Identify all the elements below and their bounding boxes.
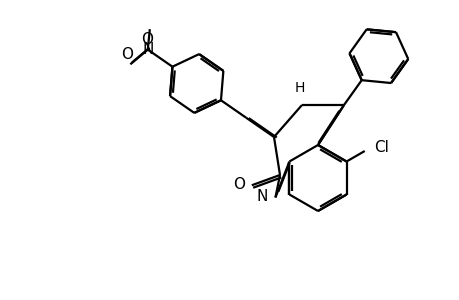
Text: Cl: Cl [373, 140, 388, 155]
Text: O: O [140, 32, 152, 47]
Text: N: N [256, 189, 268, 204]
Text: O: O [121, 47, 133, 62]
Text: H: H [294, 81, 304, 95]
Text: N: N [142, 42, 153, 57]
Text: O: O [232, 177, 244, 192]
